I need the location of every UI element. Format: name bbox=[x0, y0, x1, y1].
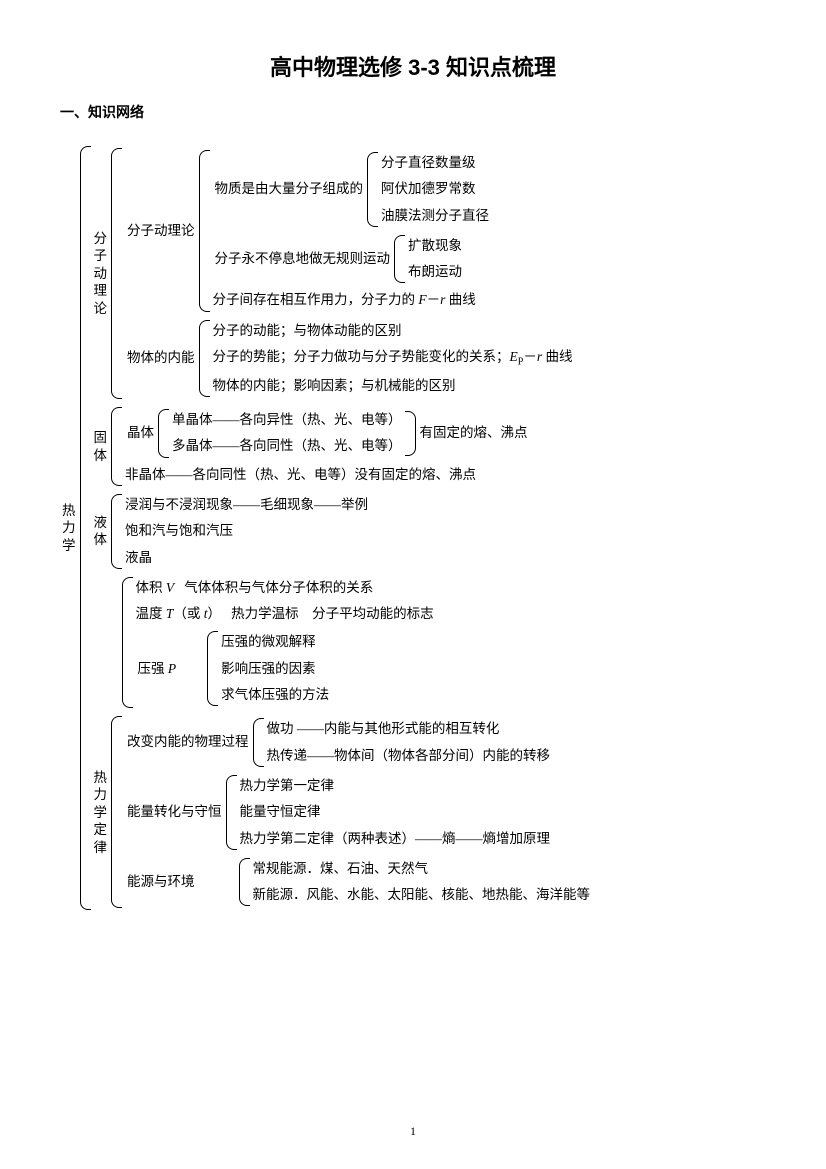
leaf-new-energy: 新能源．风能、水能、太阳能、核能、地热能、海洋能等 bbox=[251, 882, 593, 908]
leaf-liquid-crystal: 液晶 bbox=[123, 545, 370, 571]
leaf-poly-crystal: 多晶体——各向同性（热、光、电等） bbox=[170, 433, 404, 459]
label-energy-env: 能源与环境 bbox=[123, 870, 199, 894]
leaf-kinetic-energy: 分子的动能；与物体动能的区别 bbox=[211, 318, 575, 344]
leaf-temperature: 温度 T（或 t） 热力学温标 分子平均动能的标志 bbox=[134, 601, 436, 627]
leaf-oil-film: 油膜法测分子直径 bbox=[379, 203, 491, 229]
leaf-p-micro: 压强的微观解释 bbox=[219, 629, 331, 655]
leaf-diameter-order: 分子直径数量级 bbox=[379, 150, 491, 176]
leaf-single-crystal: 单晶体——各向异性（热、光、电等） bbox=[170, 407, 404, 433]
branch-thermo-law: 热力学定律 bbox=[92, 769, 110, 857]
leaf-p-method: 求气体压强的方法 bbox=[219, 682, 331, 708]
page-title: 高中物理选修 3-3 知识点梳理 bbox=[60, 50, 766, 82]
leaf-diffusion: 扩散现象 bbox=[406, 233, 464, 259]
leaf-first-law: 热力学第一定律 bbox=[238, 773, 553, 799]
leaf-work: 做功 ——内能与其他形式能的相互转化 bbox=[265, 716, 553, 742]
leaf-avogadro: 阿伏加德罗常数 bbox=[379, 176, 491, 202]
label-internal-energy: 物体的内能 bbox=[123, 346, 199, 370]
section-heading: 一、知识网络 bbox=[60, 102, 766, 122]
label-molec-theory: 分子动理论 bbox=[123, 219, 199, 243]
branch-molecular: 分子动理论 bbox=[92, 230, 110, 318]
leaf-brownian: 布朗运动 bbox=[406, 259, 464, 285]
leaf-conventional-energy: 常规能源．煤、石油、天然气 bbox=[251, 856, 593, 882]
root-label: 热力学 bbox=[60, 502, 78, 555]
leaf-energy-conserve: 能量守恒定律 bbox=[238, 799, 553, 825]
leaf-heat-transfer: 热传递——物体间（物体各部分间）内能的转移 bbox=[265, 743, 553, 769]
label-crystal: 晶体 bbox=[123, 421, 158, 445]
leaf-interaction-force: 分子间存在相互作用力，分子力的 F－r 曲线 bbox=[211, 287, 492, 313]
leaf-p-factors: 影响压强的因素 bbox=[219, 656, 331, 682]
leaf-second-law: 热力学第二定律（两种表述）——熵——熵增加原理 bbox=[238, 826, 553, 852]
branch-liquid: 液体 bbox=[92, 514, 110, 549]
leaf-noncrystal: 非晶体——各向同性（热、光、电等）没有固定的熔、沸点 bbox=[123, 462, 532, 488]
leaf-random-motion: 分子永不停息地做无规则运动 bbox=[211, 247, 395, 271]
tree-diagram: 热力学 分子动理论 分子动理论 物质是由大量分子组成的 bbox=[60, 142, 766, 914]
leaf-internal-vs-mech: 物体的内能；影响因素；与机械能的区别 bbox=[211, 373, 575, 399]
leaf-wetting: 浸润与不浸润现象——毛细现象——举例 bbox=[123, 492, 370, 518]
branch-solid: 固体 bbox=[92, 429, 110, 464]
label-conservation: 能量转化与守恒 bbox=[123, 800, 226, 824]
leaf-volume: 体积 V 气体体积与气体分子体积的关系 bbox=[134, 575, 436, 601]
leaf-potential-energy: 分子的势能；分子力做功与分子势能变化的关系；EP－r 曲线 bbox=[211, 344, 575, 373]
leaf-saturated-vapor: 饱和汽与饱和汽压 bbox=[123, 518, 370, 544]
page-number: 1 bbox=[0, 1124, 826, 1139]
leaf-matter-composed: 物质是由大量分子组成的 bbox=[211, 177, 368, 201]
leaf-fixed-melting: 有固定的熔、沸点 bbox=[416, 421, 532, 445]
label-change-process: 改变内能的物理过程 bbox=[123, 730, 253, 754]
leaf-pressure: 压强 P bbox=[134, 657, 208, 681]
